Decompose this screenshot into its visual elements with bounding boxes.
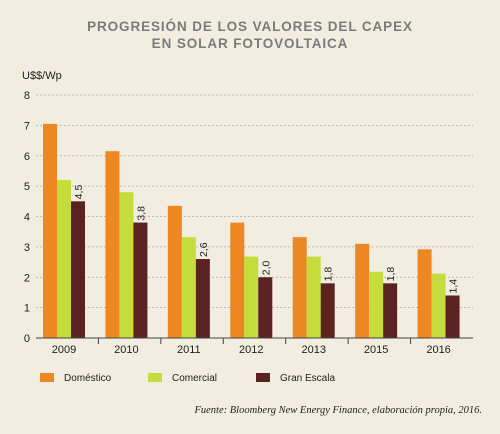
data-label: 3,8 <box>135 206 147 221</box>
chart-title-line-1: PROGRESIÓN DE LOS VALORES DEL CAPEX <box>87 19 413 34</box>
bar-gran-escala <box>445 295 460 338</box>
y-tick-label: 2 <box>24 272 30 284</box>
x-tick-label: 2013 <box>301 344 325 356</box>
bar-comercial <box>119 192 134 338</box>
bar-doméstico <box>417 249 432 338</box>
bar-doméstico <box>355 243 370 338</box>
data-label: 1,4 <box>448 279 460 294</box>
bar-doméstico <box>43 123 57 338</box>
y-tick-label: 8 <box>24 90 30 102</box>
bar-doméstico <box>230 222 245 338</box>
legend-label: Doméstico <box>64 373 112 384</box>
x-tick-label: 2015 <box>364 344 388 356</box>
bar-doméstico <box>292 237 307 338</box>
y-tick-label: 5 <box>24 181 30 193</box>
bar-gran-escala <box>320 283 335 338</box>
y-tick-label: 6 <box>24 151 30 163</box>
bar-gran-escala <box>195 259 210 338</box>
data-label: 1,8 <box>323 267 335 282</box>
data-label: 4,5 <box>73 185 85 200</box>
chart-title: PROGRESIÓN DE LOS VALORES DEL CAPEX EN S… <box>0 18 500 52</box>
legend-label: Comercial <box>172 373 217 384</box>
x-tick-label: 2009 <box>52 344 76 356</box>
x-tick-label: 2016 <box>426 344 450 356</box>
y-tick-label: 4 <box>24 212 30 224</box>
x-tick-label: 2012 <box>239 344 263 356</box>
y-tick-label: 1 <box>24 303 30 315</box>
legend-label: Gran Escala <box>280 373 335 384</box>
legend-swatch-gran-escala <box>256 373 270 382</box>
bar-comercial <box>369 271 384 338</box>
bar-gran-escala <box>258 277 273 338</box>
bar-gran-escala <box>383 283 398 338</box>
data-label: 2,6 <box>198 242 210 257</box>
legend-swatch-comercial <box>148 373 162 382</box>
x-tick-label: 2010 <box>114 344 138 356</box>
y-axis-label: U$$/Wp <box>22 70 62 82</box>
y-tick-label: 7 <box>24 120 30 132</box>
bar-comercial <box>181 237 196 338</box>
chart-title-line-2: EN SOLAR FOTOVOLTAICA <box>151 36 349 51</box>
data-label: 2,0 <box>260 260 272 275</box>
x-tick-label: 2011 <box>177 344 201 356</box>
bar-comercial <box>244 256 259 338</box>
bar-comercial <box>431 273 446 338</box>
y-tick-label: 0 <box>24 333 30 345</box>
bar-comercial <box>306 256 321 338</box>
bar-gran-escala <box>71 201 85 338</box>
bar-gran-escala <box>133 222 148 338</box>
source-note: Fuente: Bloomberg New Energy Finance, el… <box>194 405 482 416</box>
bar-doméstico <box>105 151 120 338</box>
bar-doméstico <box>167 205 182 338</box>
data-label: 1,8 <box>385 267 397 282</box>
bar-comercial <box>57 180 71 338</box>
legend-swatch-doméstico <box>40 373 54 382</box>
y-tick-label: 3 <box>24 242 30 254</box>
